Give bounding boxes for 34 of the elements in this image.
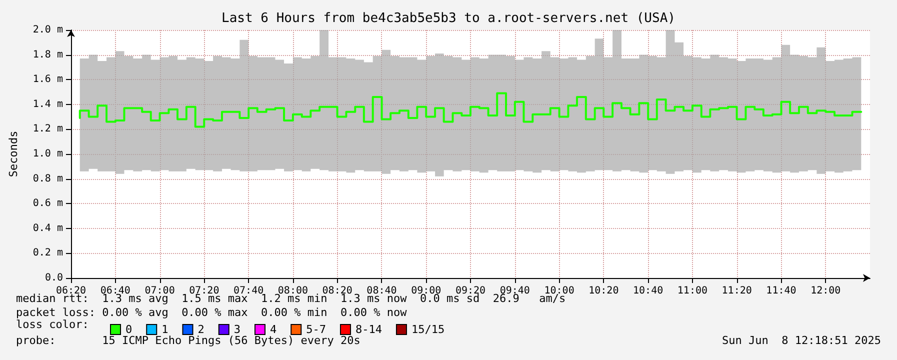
x-tick-label: 11:20 bbox=[722, 286, 752, 296]
x-tick-label: 11:40 bbox=[766, 286, 796, 296]
x-tick-label: 12:00 bbox=[810, 286, 841, 296]
x-tick-label: 07:00 bbox=[144, 286, 175, 296]
y-axis-title: Seconds bbox=[7, 130, 20, 178]
y-tick-label: 1.4 m bbox=[32, 98, 63, 110]
legend-label: 15/15 bbox=[411, 323, 445, 336]
x-tick-label: 10:40 bbox=[633, 286, 664, 296]
y-tick-label: 2.0 m bbox=[32, 24, 63, 36]
text: Sun Jun 8 12:18:51 2025 bbox=[722, 334, 881, 347]
legend-label: 4 bbox=[270, 323, 277, 336]
x-tick-label: 08:40 bbox=[366, 286, 397, 296]
x-tick-label: 11:00 bbox=[677, 286, 708, 296]
text: probe: 15 ICMP Echo Pings (56 Bytes) every 20s bbox=[16, 334, 360, 347]
y-tick-label: 1.8 m bbox=[32, 49, 63, 60]
text: packet loss: 0.00 % avg 0.00 % max 0.00 % min 0.00 % now bbox=[16, 306, 407, 319]
y-tick-label: 0.6 m bbox=[32, 198, 63, 210]
legend-label: 1 bbox=[162, 323, 168, 336]
y-tick-label: 0.0 bbox=[44, 272, 63, 284]
legend-title: loss color: bbox=[16, 318, 89, 331]
y-tick-label: 1.2 m bbox=[32, 124, 63, 135]
legend-label: 8-14 bbox=[355, 323, 382, 336]
x-tick-label: 07:40 bbox=[234, 286, 264, 296]
y-tick-label: 1.0 m bbox=[32, 148, 63, 160]
chart-title: Last 6 Hours from be4c3ab5e5b3 to a.root-servers.net (USA) bbox=[222, 11, 676, 26]
legend-label: 2 bbox=[198, 323, 204, 336]
legend-label: 0 bbox=[126, 323, 132, 336]
y-tick-label: 0.2 m bbox=[32, 248, 63, 259]
y-tick-label: 0.4 m bbox=[32, 222, 63, 234]
x-tick-label: 10:20 bbox=[588, 286, 619, 296]
legend-label: 5-7 bbox=[306, 323, 326, 336]
y-tick-label: 1.6 m bbox=[32, 74, 63, 86]
legend-label: 3 bbox=[234, 323, 240, 336]
y-tick-label: 0.8 m bbox=[32, 173, 63, 184]
